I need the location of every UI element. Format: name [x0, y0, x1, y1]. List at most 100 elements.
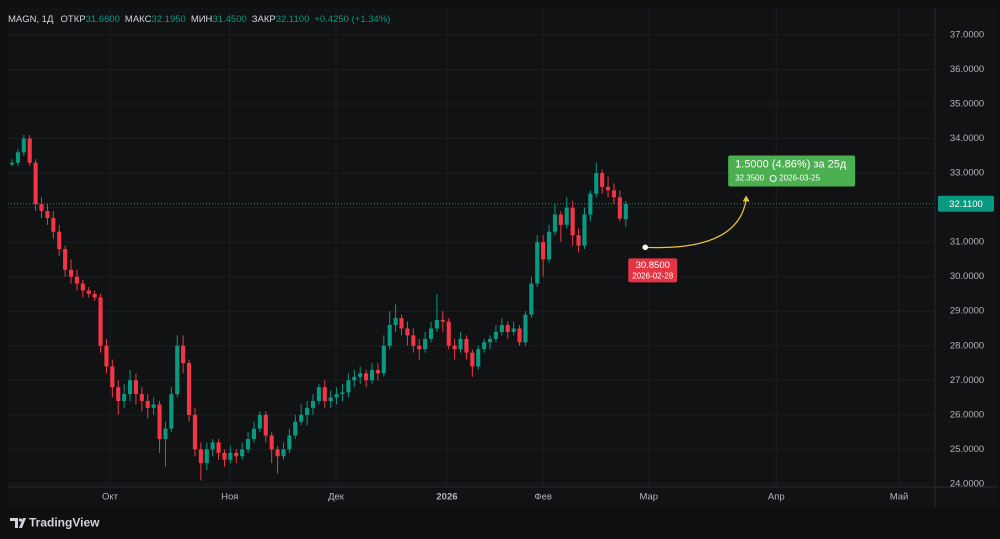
x-tick-label: Окт	[102, 492, 119, 503]
candle-body	[546, 231, 552, 260]
candle-body	[80, 283, 85, 291]
candle-body	[387, 325, 392, 346]
candle-body	[116, 387, 121, 402]
candle-body	[464, 338, 469, 353]
candle-body	[181, 345, 186, 364]
candle-body	[340, 392, 345, 395]
candle-body	[310, 401, 316, 408]
candle-body	[275, 449, 280, 457]
candle-body	[511, 328, 516, 332]
candle-body	[15, 152, 20, 163]
candle-body	[57, 231, 62, 250]
y-tick-label: 27.0000	[950, 375, 984, 386]
candle-body	[582, 214, 587, 246]
candle-body	[411, 335, 416, 346]
chart-pane	[8, 8, 998, 507]
candle-body	[133, 380, 139, 395]
candle-body	[352, 376, 357, 381]
candle-body	[98, 297, 103, 346]
candle-body	[169, 394, 174, 429]
y-tick-label: 29.0000	[950, 306, 984, 317]
candle-body	[364, 373, 369, 381]
candle-body	[33, 162, 38, 205]
candle-body	[334, 394, 339, 398]
candle-body	[163, 428, 168, 439]
candle-body	[523, 314, 528, 343]
candle-body	[110, 366, 115, 388]
last-price-label: 32.1100	[949, 199, 983, 210]
y-tick-label: 26.0000	[950, 409, 984, 420]
clock-icon	[769, 175, 777, 183]
candle-body	[240, 449, 245, 457]
candle-body	[605, 186, 611, 191]
ohlc-label: ЗАКР	[251, 14, 276, 25]
candle-body	[576, 235, 581, 246]
candle-body	[263, 414, 268, 436]
candle-body	[493, 331, 498, 339]
candle-body	[423, 338, 428, 350]
y-tick-label: 33.0000	[950, 168, 984, 179]
brand: TradingView	[29, 516, 100, 530]
candle-body	[399, 318, 404, 329]
candle-body	[541, 242, 546, 260]
x-tick-label: Фев	[534, 492, 552, 503]
candle-body	[45, 211, 50, 218]
candle-body	[251, 428, 257, 439]
candle-body	[529, 283, 534, 315]
candle-body	[27, 138, 32, 163]
candle-body	[246, 438, 251, 450]
symbol: MAGN, 1Д	[8, 14, 54, 25]
y-tick-label: 34.0000	[950, 133, 984, 144]
candle-body	[434, 319, 439, 329]
ohlc-value: 31.4500	[212, 14, 247, 25]
projection-start	[642, 244, 649, 251]
candle-body	[74, 276, 79, 284]
candle-body	[623, 203, 628, 220]
candle-body	[499, 325, 504, 332]
candle-body	[417, 345, 422, 350]
x-tick-label: Ноя	[221, 492, 238, 503]
candle-body	[428, 328, 434, 339]
candle-body	[175, 345, 180, 395]
projection-end-date: 2026-03-25	[779, 174, 820, 183]
candle-body	[505, 325, 510, 332]
projection-end-price: 32.3500	[735, 174, 764, 183]
projection-curve	[645, 199, 747, 249]
candle-body	[293, 421, 298, 436]
candle-body	[228, 452, 233, 460]
x-tick-label: Дек	[328, 492, 345, 503]
candle-body	[558, 214, 563, 225]
candle-body	[210, 442, 215, 450]
candle-body	[316, 387, 321, 402]
candle-body	[594, 173, 599, 194]
candle-body	[393, 318, 398, 326]
candle-body	[234, 452, 239, 457]
brand-logo	[10, 518, 26, 528]
y-tick-label: 28.0000	[950, 340, 984, 351]
candle-body	[198, 449, 203, 464]
x-tick-label: Апр	[768, 492, 785, 503]
candle-body	[269, 435, 274, 450]
candle-body	[375, 369, 380, 374]
ohlc-label: МИН	[190, 14, 213, 25]
candle-body	[281, 449, 286, 457]
candle-body	[127, 380, 133, 395]
ohlc-value: 32.1100	[275, 14, 310, 25]
candle-body	[21, 138, 26, 153]
x-tick-label: Мар	[639, 492, 658, 503]
candle-body	[192, 414, 198, 450]
projection-end-bg	[728, 155, 856, 187]
x-tick-label: 2026	[436, 492, 457, 503]
candle-body	[328, 397, 333, 402]
candle-body	[9, 162, 15, 165]
candle-body	[139, 394, 144, 402]
projection-start-bg	[628, 258, 678, 283]
candle-body	[381, 345, 386, 374]
candle-body	[257, 414, 262, 429]
candle-body	[452, 345, 457, 350]
candle-body	[482, 342, 487, 350]
y-tick-label: 36.0000	[950, 64, 984, 75]
projection-arrow	[742, 195, 750, 202]
candle-body	[440, 319, 445, 322]
